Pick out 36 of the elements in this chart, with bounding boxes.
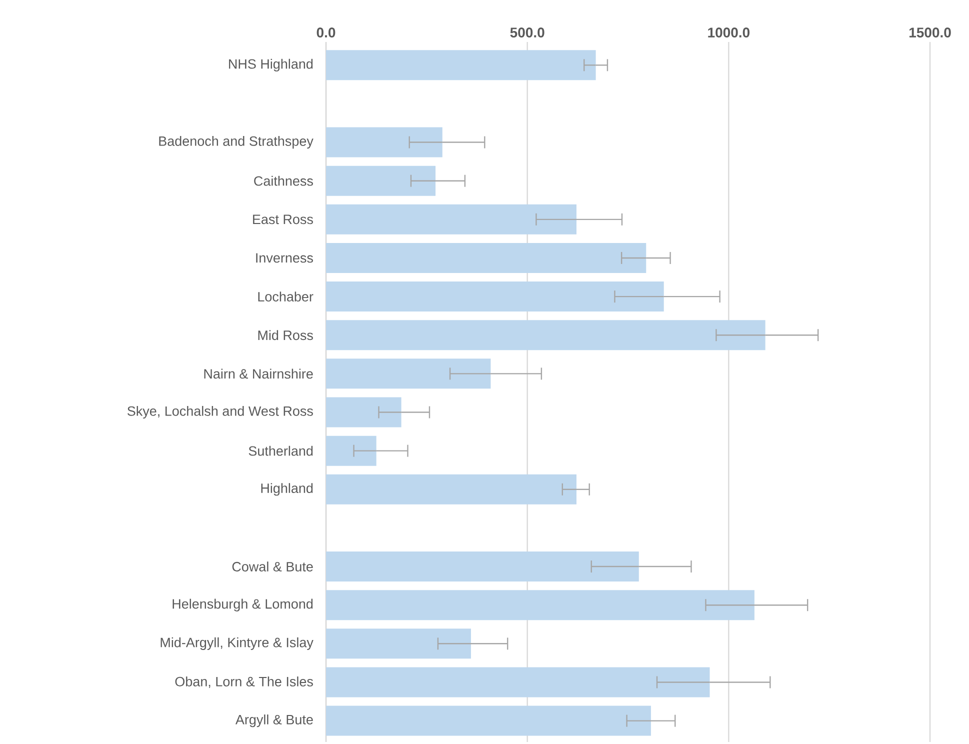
x-tick-label: 0.0 <box>316 28 336 38</box>
y-tick-label: Inverness <box>256 253 313 263</box>
y-tick-label: East Ross <box>253 214 313 224</box>
bar <box>326 282 664 312</box>
bar <box>326 552 639 582</box>
y-tick-label: Skye, Lochalsh and West Ross <box>127 406 313 419</box>
y-tick-label: Mid Ross <box>258 330 313 340</box>
y-tick-label: NHS Highland <box>229 58 313 72</box>
y-tick-label: Helensburgh & Lomond <box>172 598 313 612</box>
bar <box>326 590 754 620</box>
y-tick-label: Highland <box>261 483 313 496</box>
bar <box>326 358 491 389</box>
y-tick-label: Argyll & Bute <box>235 714 313 728</box>
bar <box>326 50 596 80</box>
x-tick-label: 1000.0 <box>708 28 750 38</box>
y-tick-label: Caithness <box>254 176 313 186</box>
bar <box>326 166 436 196</box>
bar <box>326 320 766 350</box>
x-tick-label: 1500.0 <box>909 28 951 38</box>
bar <box>326 397 402 428</box>
bar <box>326 127 442 158</box>
y-tick-label: Nairn & Nairnshire <box>204 368 313 379</box>
bar <box>326 706 651 736</box>
x-tick-label: 500.0 <box>510 28 544 38</box>
bar <box>326 667 710 698</box>
y-tick-label: Mid-Argyll, Kintyre & Islay <box>160 637 314 650</box>
bar <box>326 474 576 504</box>
y-tick-label: Sutherland <box>248 446 313 456</box>
bar <box>326 436 376 466</box>
bar <box>326 628 471 659</box>
y-tick-label: Badenoch and Strathspey <box>159 136 314 149</box>
y-tick-label: Cowal & Bute <box>232 562 313 572</box>
y-tick-label: Lochaber <box>258 292 314 302</box>
y-tick-label: Oban, Lorn & The Isles <box>175 676 313 688</box>
bar <box>326 204 576 234</box>
bar <box>326 242 646 273</box>
